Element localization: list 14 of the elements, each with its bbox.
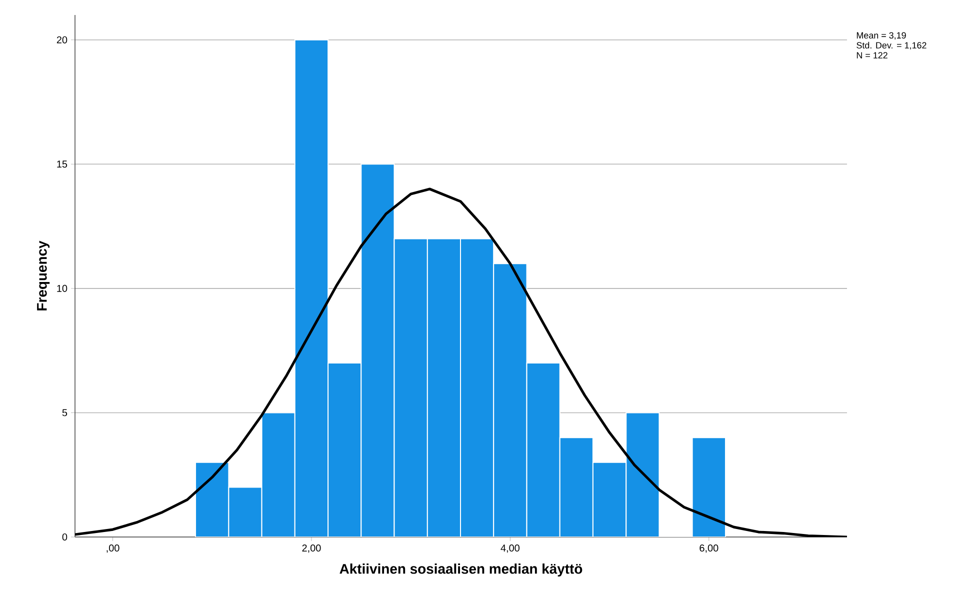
x-tick-label: ,00 bbox=[106, 544, 120, 553]
y-tick-label: 0 bbox=[62, 533, 68, 541]
x-tick-label: 4,00 bbox=[500, 544, 520, 553]
y-tick-label: 5 bbox=[62, 409, 68, 416]
x-axis-title: Aktiivinen sosiaalisen median käyttö bbox=[340, 564, 582, 577]
y-tick-label: 10 bbox=[57, 284, 68, 292]
y-tick-label: 20 bbox=[56, 36, 68, 44]
y-tick-label: 15 bbox=[57, 160, 68, 168]
x-tick-label: 2,00 bbox=[302, 544, 321, 553]
y-axis-title: Frequency bbox=[37, 240, 50, 310]
text: N = 122 bbox=[856, 52, 888, 58]
text: Std. Dev. = 1,162 bbox=[856, 42, 926, 50]
text: Mean = 3,19 bbox=[856, 32, 906, 40]
x-tick-label: 6,00 bbox=[700, 544, 718, 553]
